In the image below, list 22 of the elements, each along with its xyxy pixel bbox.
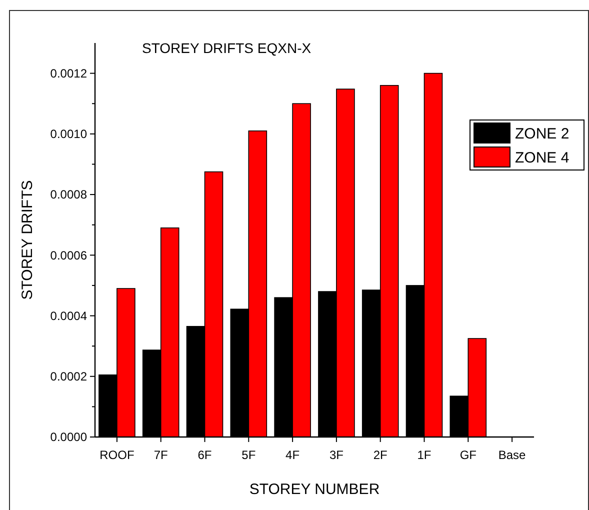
x-axis-title: STOREY NUMBER <box>249 481 380 498</box>
x-tick-label: 2F <box>373 448 388 462</box>
y-tick-label: 0.0012 <box>50 66 88 81</box>
x-tick-label: 7F <box>154 448 168 462</box>
x-tick-label: Base <box>498 448 526 462</box>
legend-label: ZONE 2 <box>515 125 570 142</box>
y-tick-label: 0.0002 <box>50 370 88 384</box>
y-axis-title: STOREY DRIFTS <box>19 180 36 300</box>
x-tick-label: 5F <box>242 448 256 462</box>
x-tick-label: 6F <box>198 448 212 462</box>
y-tick-label: 0.0010 <box>50 127 88 142</box>
chart-title: STOREY DRIFTS EQXN-X <box>142 40 312 56</box>
y-tick-label: 0.0006 <box>50 248 88 262</box>
legend-label: ZONE 4 <box>515 149 570 166</box>
y-tick-label: 0.0000 <box>50 430 88 444</box>
x-tick-label: GF <box>460 448 476 462</box>
y-tick-label: 0.0008 <box>50 188 88 202</box>
x-tick-label: 1F <box>417 448 432 462</box>
x-tick-label: 3F <box>329 448 344 462</box>
x-tick-label: ROOF <box>100 448 134 462</box>
y-tick-label: 0.0004 <box>50 308 88 323</box>
x-tick-label: 4F <box>286 448 300 462</box>
